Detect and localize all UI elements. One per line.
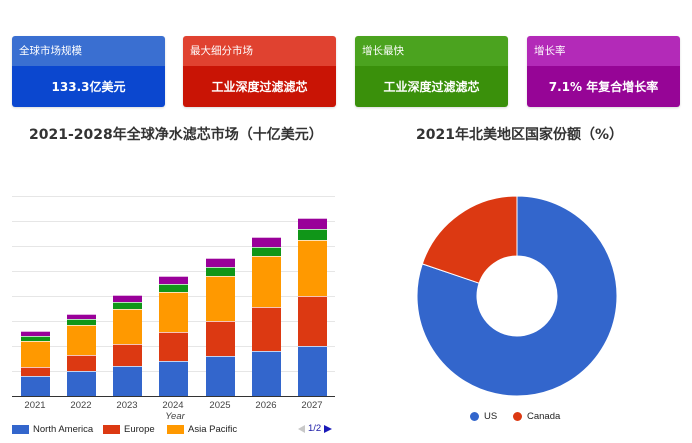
kpi-card-title: 增长最快 [355, 36, 508, 66]
bar-2022[interactable] [66, 313, 96, 396]
bar-segment[interactable] [158, 291, 188, 332]
kpi-card-fastest-growth: 增长最快 工业深度过滤滤芯 [355, 36, 508, 107]
bar-segment[interactable] [251, 351, 281, 396]
bar-segment[interactable] [158, 332, 188, 361]
bar-segment[interactable] [158, 360, 188, 396]
bar-segment[interactable] [112, 308, 142, 344]
bar-segment[interactable] [251, 306, 281, 351]
legend-item-canada[interactable]: Canada [513, 411, 560, 422]
kpi-card-value: 工业深度过滤滤芯 [355, 66, 508, 107]
bar-segment[interactable] [20, 366, 50, 377]
bar-segment[interactable] [297, 218, 327, 229]
kpi-card-value: 工业深度过滤滤芯 [183, 66, 336, 107]
legend-page-indicator: 1/2 [308, 423, 322, 434]
bar-segment[interactable] [66, 319, 96, 326]
legend-label: Canada [527, 411, 561, 422]
legend-label: US [484, 411, 498, 422]
legend-item-asia-pacific[interactable]: Asia Pacific [167, 424, 237, 435]
x-axis-title: Year [165, 411, 185, 422]
legend-swatch-icon [12, 425, 29, 434]
bar-segment[interactable] [297, 346, 327, 396]
bar-segment[interactable] [205, 267, 235, 276]
bar-2026[interactable] [251, 236, 281, 396]
bar-2024[interactable] [158, 276, 188, 396]
kpi-card-title: 最大细分市场 [183, 36, 336, 66]
donut-slice-us[interactable] [417, 196, 617, 396]
bar-segment[interactable] [112, 366, 142, 396]
bar-segment[interactable] [297, 296, 327, 346]
bar-segment[interactable] [205, 258, 235, 267]
kpi-card-growth-rate: 增长率 7.1% 年复合增长率 [527, 36, 680, 107]
bar-segment[interactable] [251, 236, 281, 247]
gridline [12, 221, 335, 222]
bar-segment[interactable] [158, 276, 188, 284]
x-tick-label: 2021 [24, 400, 46, 411]
legend-item-europe[interactable]: Europe [103, 424, 155, 435]
bar-2025[interactable] [205, 258, 235, 396]
legend-label: Europe [124, 424, 155, 435]
donut-slice-canada[interactable] [421, 196, 518, 284]
bar-segment[interactable] [205, 275, 235, 321]
bar-segment[interactable] [66, 371, 96, 396]
bar-segment[interactable] [66, 355, 96, 371]
kpi-card-title: 增长率 [527, 36, 680, 66]
donut-chart [417, 196, 617, 396]
gridline [12, 196, 335, 197]
bar-segment[interactable] [205, 356, 235, 396]
pie-chart-title: 2021年北美地区国家份额（%） [416, 127, 623, 143]
bar-segment[interactable] [112, 301, 142, 309]
kpi-card-title: 全球市场规模 [12, 36, 165, 66]
bar-chart-title: 2021-2028年全球净水滤芯市场（十亿美元） [29, 127, 323, 143]
bar-segment[interactable] [20, 336, 50, 342]
next-page-icon[interactable] [324, 424, 333, 433]
stacked-bar-chart [12, 196, 335, 396]
bar-segment[interactable] [205, 320, 235, 356]
kpi-card-market-size: 全球市场规模 133.3亿美元 [12, 36, 165, 107]
legend-swatch-icon [167, 425, 184, 434]
bar-segment[interactable] [66, 313, 96, 320]
bar-segment[interactable] [297, 229, 327, 240]
kpi-card-value: 7.1% 年复合增长率 [527, 66, 680, 107]
bar-segment[interactable] [297, 240, 327, 296]
bar-2027[interactable] [297, 218, 327, 396]
bar-segment[interactable] [251, 246, 281, 256]
legend-swatch-icon [103, 425, 120, 434]
legend-dot-icon [513, 412, 522, 421]
bar-segment[interactable] [112, 295, 142, 302]
kpi-card-largest-segment: 最大细分市场 工业深度过滤滤芯 [183, 36, 336, 107]
bar-segment[interactable] [112, 344, 142, 367]
x-tick-label: 2023 [116, 400, 138, 411]
gridline [12, 271, 335, 272]
bar-segment[interactable] [66, 325, 96, 356]
previous-page-icon[interactable] [298, 424, 305, 433]
legend-label: North America [33, 424, 94, 435]
legend-label: Asia Pacific [188, 424, 238, 435]
x-tick-label: 2022 [70, 400, 92, 411]
bar-segment[interactable] [20, 341, 50, 367]
x-tick-label: 2026 [255, 400, 277, 411]
bar-segment[interactable] [20, 331, 50, 336]
bar-segment[interactable] [20, 376, 50, 396]
x-tick-label: 2024 [162, 400, 184, 411]
legend-pager: 1/2 [298, 423, 333, 434]
bar-segment[interactable] [158, 284, 188, 292]
bar-segment[interactable] [251, 256, 281, 307]
legend-item-north-america[interactable]: North America [12, 424, 93, 435]
bar-2023[interactable] [112, 295, 142, 396]
x-tick-label: 2025 [209, 400, 231, 411]
legend-dot-icon [470, 412, 479, 421]
legend-item-us[interactable]: US [470, 411, 497, 422]
gridline [12, 246, 335, 247]
bar-2021[interactable] [20, 331, 50, 396]
x-axis-line [12, 396, 335, 397]
kpi-card-value: 133.3亿美元 [12, 66, 165, 107]
x-tick-label: 2027 [301, 400, 323, 411]
